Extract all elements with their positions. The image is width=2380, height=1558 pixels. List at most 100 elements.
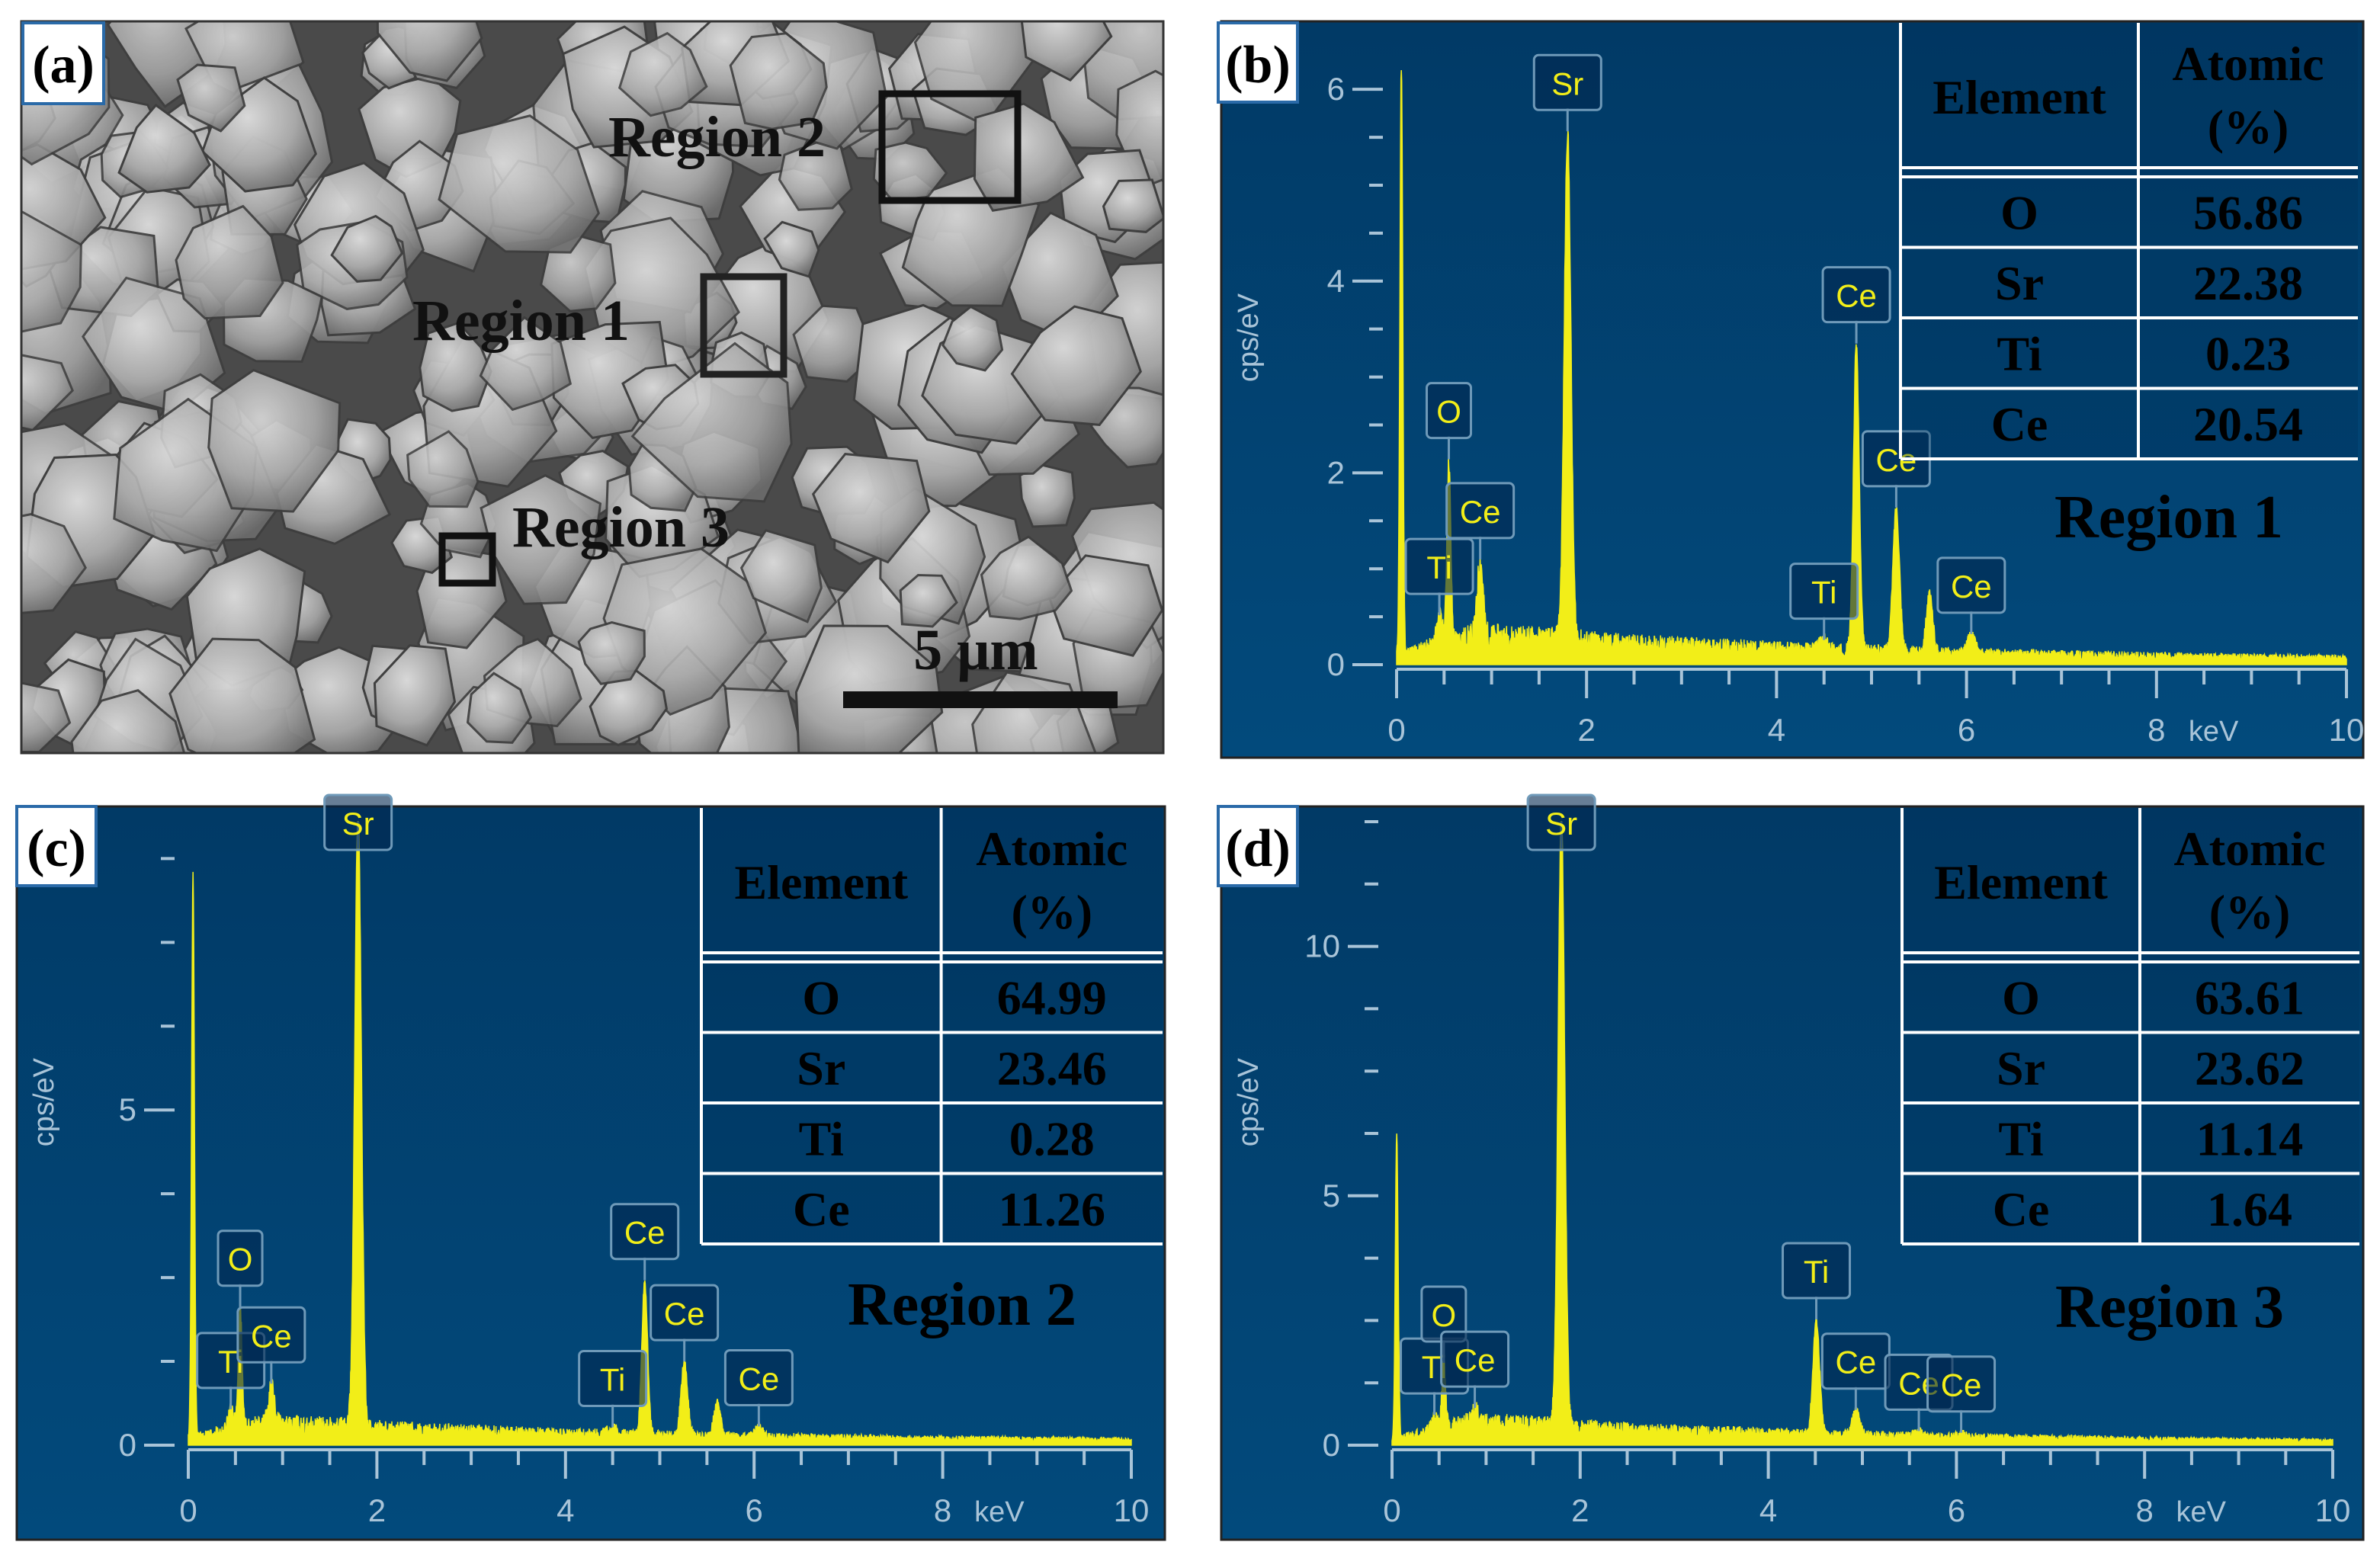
sem-grain <box>419 321 492 412</box>
table-cell-element: Sr <box>1997 1041 2045 1095</box>
sem-grain <box>980 535 1073 620</box>
sem-grain <box>577 621 646 685</box>
x-tick-label: 6 <box>746 1492 763 1528</box>
panel-tag-box-a <box>21 21 105 105</box>
sem-grain <box>330 214 404 283</box>
sem-grain <box>207 368 342 513</box>
peak-label-box <box>1936 556 2006 614</box>
peak-label-box <box>1404 537 1474 595</box>
panel-tag-box <box>1217 805 1299 887</box>
sem-grain <box>1102 178 1163 233</box>
sem-grain <box>479 316 573 412</box>
peak-label-box <box>1789 563 1859 620</box>
sem-grain <box>589 669 668 747</box>
spectrum-series <box>188 821 1132 1446</box>
spectrum-series <box>1396 69 2347 665</box>
peak-label: Ti <box>1804 1254 1829 1290</box>
x-tick-label: 6 <box>1958 712 1975 748</box>
x-tick-label: 8 <box>934 1492 951 1528</box>
panel-tag-a: (a) <box>32 36 95 95</box>
peak-label: Ce <box>739 1361 780 1396</box>
table-cell-atomic: 23.46 <box>997 1041 1107 1095</box>
x-tick-label: 2 <box>368 1492 386 1528</box>
table-header-atomic: Atomic <box>976 822 1127 876</box>
composition-table <box>1900 23 2358 459</box>
y-tick-label: 5 <box>119 1092 136 1127</box>
sem-grain <box>176 63 246 133</box>
eds-panel-d: 0 2 4 6 8 10 keV 0 5 10 cps/eV Ti O Ce Sr Ti Ce Ce Ce (d) El… <box>1217 793 2365 1541</box>
composition-table <box>701 808 1163 1244</box>
sem-grain <box>729 32 828 130</box>
sem-grain <box>376 21 483 82</box>
y-tick-label: 0 <box>1323 1427 1340 1463</box>
region-label: Region 2 <box>848 1271 1076 1338</box>
table-cell-element: Ce <box>793 1182 850 1236</box>
table-header-percent: (%) <box>1011 885 1092 939</box>
table-cell-element: Sr <box>797 1041 845 1095</box>
table-cell-atomic: 64.99 <box>997 970 1107 1024</box>
x-axis-label: keV <box>2189 716 2239 748</box>
table-cell-atomic: 63.61 <box>2195 970 2305 1024</box>
sem-grain <box>811 453 931 564</box>
peak-label: O <box>1432 1297 1457 1333</box>
eds-panel-c: 0 2 4 6 8 10 keV 0 5 cps/eV Ti O Ce Sr Ti Ce Ce Ce (c) Elem… <box>15 793 1166 1541</box>
table-header-element: Element <box>1934 855 2108 909</box>
region-label: Region 3 <box>2055 1274 2284 1341</box>
sem-grain <box>168 637 316 753</box>
table-cell-atomic: 11.14 <box>2196 1111 2303 1165</box>
sem-grain <box>739 529 823 624</box>
sem-grains <box>21 21 1163 753</box>
peak-label-box <box>650 1284 720 1342</box>
peak-label-box <box>323 793 393 851</box>
peak-label: Ce <box>251 1318 292 1354</box>
table-cell-element: Ti <box>1997 326 2042 380</box>
sem-grain <box>763 220 820 278</box>
x-tick-label: 0 <box>1383 1492 1400 1528</box>
x-tick-label: 2 <box>1578 712 1596 748</box>
y-tick-label: 0 <box>119 1427 136 1463</box>
peak-label: Sr <box>342 806 374 842</box>
table-cell-atomic: 22.38 <box>2193 256 2303 310</box>
peak-label: Ce <box>1951 569 1992 604</box>
peak-label: Sr <box>1551 66 1583 101</box>
eds-panel-b: 0 2 4 6 8 10 keV 0 2 4 6 cps/eV Ti O Ce Sr Ti Ce Ce Ce (b) El… <box>1217 20 2365 759</box>
y-tick-label: 0 <box>1327 646 1345 682</box>
table-cell-element: Ce <box>1993 1182 2050 1236</box>
table-cell-atomic: 23.62 <box>2195 1041 2305 1095</box>
sem-grain <box>466 672 532 744</box>
table-cell-element: Ce <box>1991 397 2048 451</box>
sem-grain <box>480 474 602 605</box>
x-tick-label: 8 <box>2136 1492 2154 1528</box>
table-cell-atomic: 1.64 <box>2207 1182 2292 1236</box>
table-header-atomic: Atomic <box>2173 822 2325 876</box>
y-tick-label: 4 <box>1327 263 1345 299</box>
peak-label: Ce <box>624 1215 666 1251</box>
sem-grain <box>1018 463 1076 528</box>
peak-label: Ce <box>1836 1345 1877 1380</box>
y-axis-label: cps/eV <box>1233 293 1265 382</box>
table-cell-element: O <box>2002 970 2040 1024</box>
sem-grain <box>438 114 600 254</box>
table-cell-element: Ti <box>799 1111 844 1165</box>
y-axis-label: cps/eV <box>28 1057 60 1146</box>
table-cell-atomic: 56.86 <box>2193 185 2303 239</box>
region-1-box <box>700 273 787 378</box>
x-tick-label: 6 <box>1948 1492 1965 1528</box>
y-axis-label: cps/eV <box>1233 1057 1265 1146</box>
sem-grain <box>117 103 211 194</box>
panel-tag: (d) <box>1225 819 1291 878</box>
sem-grain <box>1020 21 1113 82</box>
scale-bar-label: 5 μm <box>913 618 1038 682</box>
x-tick-label: 4 <box>1759 1492 1777 1528</box>
peak-label: Ti <box>600 1361 625 1397</box>
table-cell-element: O <box>2000 185 2038 239</box>
x-tick-label: 0 <box>1387 712 1405 748</box>
y-tick-label: 10 <box>1304 928 1340 964</box>
region-label: Region 1 <box>2054 484 2283 551</box>
x-tick-label: 4 <box>557 1492 574 1528</box>
table-header-element: Element <box>1933 70 2106 124</box>
table-cell-atomic: 20.54 <box>2193 397 2303 451</box>
sem-grain <box>21 513 87 614</box>
panel-tag: (c) <box>27 819 86 878</box>
